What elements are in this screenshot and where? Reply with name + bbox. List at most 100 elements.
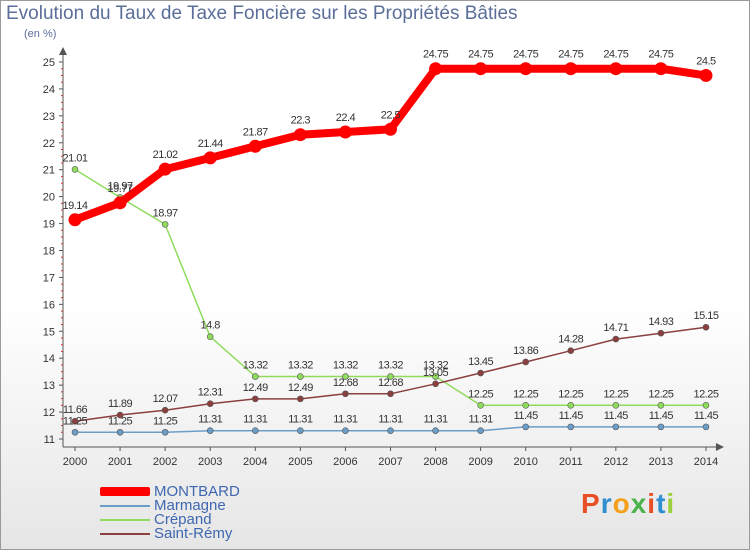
legend-label-montbard: MONTBARD [154,483,240,500]
proxiti-logo: Proxiti [581,488,675,520]
data-label-saint-remy: 15.15 [693,310,718,322]
data-point-marmagne [567,423,575,431]
data-point-crepand [612,402,620,409]
data-point-montbard [609,62,623,76]
data-point-montbard [338,125,352,139]
x-tick-label: 2009 [468,456,492,468]
data-label-saint-remy: 14.71 [603,322,628,334]
y-tick-label: 21 [43,165,55,177]
data-point-crepand [387,373,394,380]
data-label-saint-remy: 12.31 [198,387,223,399]
data-point-saint-remy [567,347,575,354]
legend-swatch-marmagne [100,505,150,507]
data-label-crepand: 13.32 [378,360,403,372]
data-label-crepand: 12.25 [558,388,583,400]
y-tick-label: 20 [43,192,55,204]
y-tick-label: 24 [43,84,55,96]
data-label-saint-remy: 13.05 [423,367,448,379]
data-point-saint-remy [297,395,304,403]
data-label-montbard: 22.3 [291,115,311,127]
data-label-marmagne: 11.25 [108,415,133,427]
data-label-montbard: 19.77 [108,183,133,195]
data-point-montbard [564,62,578,76]
data-label-saint-remy: 12.07 [153,393,178,405]
data-point-marmagne [297,427,304,434]
data-label-montbard: 21.02 [153,149,178,161]
data-point-crepand [206,333,214,340]
data-point-marmagne [116,428,124,436]
data-point-marmagne [432,427,439,434]
data-label-saint-remy: 12.49 [288,382,313,394]
data-label-marmagne: 11.45 [649,410,674,422]
y-tick-label: 22 [43,138,55,150]
data-label-crepand: 12.25 [648,388,673,400]
y-tick-label: 14 [43,353,55,365]
data-label-montbard: 24.75 [558,49,583,61]
data-point-crepand [477,402,484,409]
data-point-saint-remy [116,411,124,419]
data-label-crepand: 13.32 [423,360,448,372]
data-point-montbard [293,128,307,142]
y-tick-label: 13 [43,380,55,392]
x-tick-label: 2008 [423,456,447,468]
logo-letter: P [581,488,601,519]
x-tick-label: 2004 [243,456,267,468]
data-label-saint-remy: 11.66 [63,404,88,416]
data-point-marmagne [657,423,665,431]
data-point-marmagne [206,427,214,434]
data-point-saint-remy [71,417,79,425]
y-tick-label: 16 [43,299,55,311]
data-point-marmagne [702,423,710,431]
data-label-montbard: 24.5 [696,55,716,67]
legend-swatch-montbard [100,487,150,496]
legend-swatch-crepand [100,519,150,521]
data-point-marmagne [71,428,79,436]
data-label-crepand: 18.97 [153,207,178,219]
data-point-montbard [429,62,443,76]
data-label-saint-remy: 12.49 [243,382,268,394]
x-tick-label: 2001 [108,456,132,468]
data-point-marmagne [477,427,484,434]
data-point-montbard [158,162,172,176]
data-point-montbard [203,151,217,165]
data-label-marmagne: 11.31 [423,414,448,426]
data-label-montbard: 24.75 [468,49,493,61]
y-tick-label: 18 [43,245,55,257]
logo-letter: x [630,488,648,519]
data-label-saint-remy: 14.28 [558,334,583,346]
data-label-montbard: 24.75 [513,49,538,61]
data-label-saint-remy: 14.93 [648,316,673,328]
x-tick-label: 2003 [198,456,222,468]
data-label-marmagne: 11.31 [243,414,268,426]
data-label-marmagne: 11.25 [63,415,88,427]
x-tick-label: 2006 [333,456,357,468]
y-tick-label: 12 [43,407,55,419]
data-label-crepand: 19.97 [108,180,133,192]
x-tick-label: 2007 [378,456,402,468]
legend-label-crepand: Crépand [154,511,212,528]
data-point-crepand [251,373,259,380]
y-tick-label: 11 [44,434,55,446]
y-axis-unit-label: (en %) [24,28,57,40]
x-tick-label: 2011 [559,456,583,468]
data-point-saint-remy [522,358,530,366]
chart-title: Evolution du Taux de Taxe Foncière sur l… [6,3,518,24]
data-point-crepand [342,373,349,380]
data-point-marmagne [342,427,349,434]
x-tick-label: 2010 [513,456,537,468]
data-point-crepand [297,373,304,380]
data-point-saint-remy [251,395,259,403]
data-point-crepand [522,402,530,409]
legend-label-marmagne: Marmagne [154,497,226,514]
x-tick-label: 2000 [63,456,87,468]
series-line-montbard [71,64,710,224]
data-point-montbard [68,213,82,227]
x-tick-label: 2012 [604,456,628,468]
logo-letter: i [647,488,657,519]
data-label-crepand: 13.32 [333,360,358,372]
data-label-marmagne: 11.31 [378,414,403,426]
data-label-marmagne: 11.45 [514,410,539,422]
data-point-crepand [702,402,710,409]
x-tick-label: 2002 [153,456,177,468]
